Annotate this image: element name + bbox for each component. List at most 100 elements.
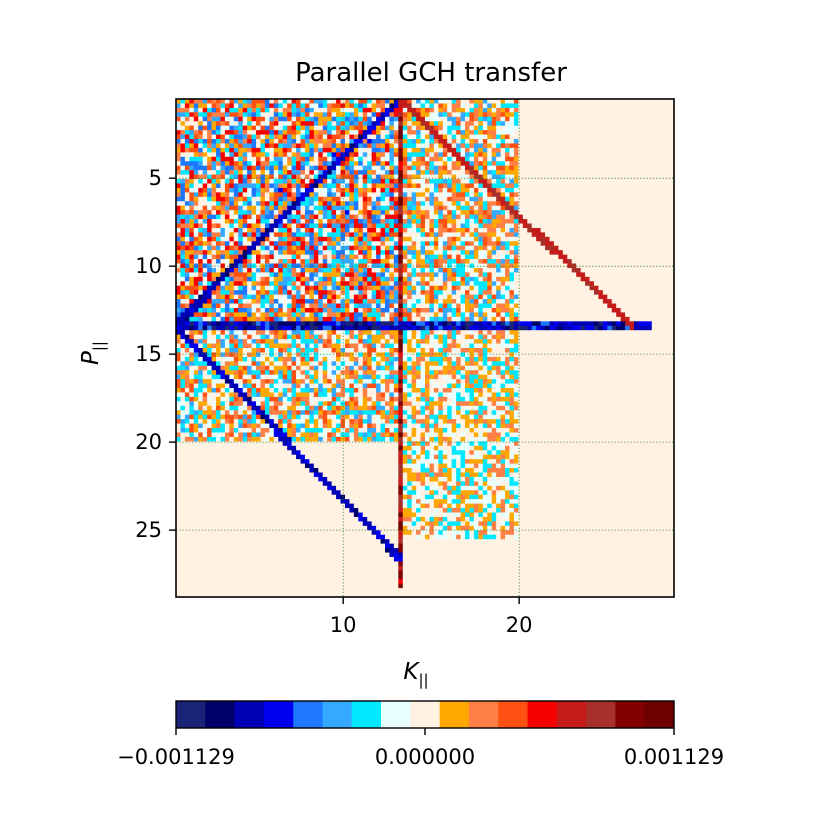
heatmap-cell: [456, 156, 461, 162]
heatmap-cell: [380, 254, 386, 260]
heatmap-cell: [402, 147, 408, 153]
heatmap-cell: [216, 272, 221, 278]
heatmap-cell: [278, 263, 284, 269]
heatmap-cell: [380, 227, 386, 233]
heatmap-cell: [229, 147, 235, 153]
heatmap-cell: [313, 245, 319, 251]
heatmap-cell: [260, 116, 266, 122]
heatmap-cell: [531, 227, 537, 233]
heatmap-cell: [629, 143, 635, 149]
heatmap-cell: [273, 219, 279, 224]
heatmap-cell: [429, 125, 435, 131]
heatmap-cell: [465, 192, 470, 198]
heatmap-cell: [549, 227, 555, 233]
heatmap-cell: [393, 219, 399, 224]
heatmap-cell: [300, 143, 306, 149]
heatmap-cell: [656, 130, 662, 135]
heatmap-cell: [438, 245, 444, 251]
heatmap-cell: [260, 267, 266, 273]
heatmap-cell: [389, 183, 395, 189]
heatmap-cell: [269, 112, 275, 118]
heatmap-cell: [465, 236, 470, 242]
heatmap-cell: [269, 245, 275, 251]
heatmap-cell: [456, 285, 461, 291]
heatmap-cell: [571, 156, 577, 162]
heatmap-cell: [465, 254, 470, 260]
heatmap-cell: [216, 121, 221, 127]
heatmap-cell: [536, 192, 542, 198]
heatmap-cell: [647, 272, 653, 278]
heatmap-cell: [478, 241, 484, 247]
heatmap-cell: [278, 285, 284, 291]
heatmap-cell: [260, 134, 266, 140]
heatmap-cell: [300, 267, 306, 273]
heatmap-cell: [300, 250, 306, 256]
heatmap-cell: [549, 187, 555, 193]
heatmap-cell: [407, 147, 413, 153]
heatmap-cell: [198, 170, 204, 175]
heatmap-cell: [180, 219, 186, 224]
heatmap-cell: [176, 227, 181, 233]
heatmap-cell: [349, 294, 355, 300]
heatmap-cell: [300, 259, 306, 264]
heatmap-cell: [656, 125, 662, 131]
heatmap-cell: [602, 183, 608, 189]
heatmap-cell: [607, 245, 613, 251]
heatmap-cell: [580, 116, 586, 122]
heatmap-cell: [576, 223, 582, 229]
heatmap-cell: [273, 179, 279, 184]
heatmap-cell: [536, 152, 542, 158]
heatmap-cell: [269, 143, 275, 149]
heatmap-cell: [238, 196, 244, 202]
heatmap-cell: [576, 259, 582, 264]
heatmap-cell: [202, 267, 208, 273]
heatmap-cell: [540, 103, 546, 109]
heatmap-cell: [505, 267, 510, 273]
heatmap-cell: [233, 294, 239, 300]
heatmap-cell: [513, 99, 519, 104]
heatmap-cell: [278, 245, 284, 251]
heatmap-cell: [629, 250, 635, 256]
heatmap-cell: [576, 139, 582, 144]
heatmap-cell: [278, 196, 284, 202]
heatmap-cell: [527, 232, 533, 238]
heatmap-cell: [527, 130, 533, 135]
heatmap-cell: [593, 254, 599, 260]
heatmap-cell: [367, 254, 373, 260]
heatmap-cell: [224, 272, 230, 278]
heatmap-cell: [344, 121, 350, 127]
heatmap-cell: [238, 259, 244, 264]
heatmap-cell: [660, 250, 666, 256]
heatmap-cell: [580, 214, 586, 220]
heatmap-cell: [322, 179, 328, 184]
heatmap-cell: [260, 152, 266, 158]
heatmap-cell: [344, 263, 350, 269]
heatmap-cell: [336, 219, 341, 224]
heatmap-cell: [518, 103, 524, 109]
heatmap-cell: [602, 267, 608, 273]
heatmap-cell: [651, 170, 657, 175]
heatmap-cell: [629, 259, 635, 264]
heatmap-cell: [176, 223, 181, 229]
heatmap-cell: [447, 259, 453, 264]
heatmap-cell: [189, 121, 195, 127]
heatmap-cell: [189, 205, 195, 211]
heatmap-cell: [625, 170, 630, 175]
heatmap-cell: [545, 227, 550, 233]
heatmap-cell: [198, 263, 204, 269]
heatmap-cell: [522, 205, 528, 211]
heatmap-cell: [282, 259, 288, 264]
heatmap-cell: [251, 232, 257, 238]
heatmap-cell: [384, 205, 390, 211]
heatmap-cell: [318, 156, 324, 162]
heatmap-cell: [638, 134, 644, 140]
heatmap-cell: [589, 152, 595, 158]
heatmap-cell: [593, 276, 599, 282]
heatmap-cell: [447, 223, 453, 229]
heatmap-cell: [593, 196, 599, 202]
heatmap-cell: [296, 236, 301, 242]
heatmap-cell: [500, 130, 506, 135]
heatmap-cell: [211, 121, 217, 127]
heatmap-cell: [580, 130, 586, 135]
